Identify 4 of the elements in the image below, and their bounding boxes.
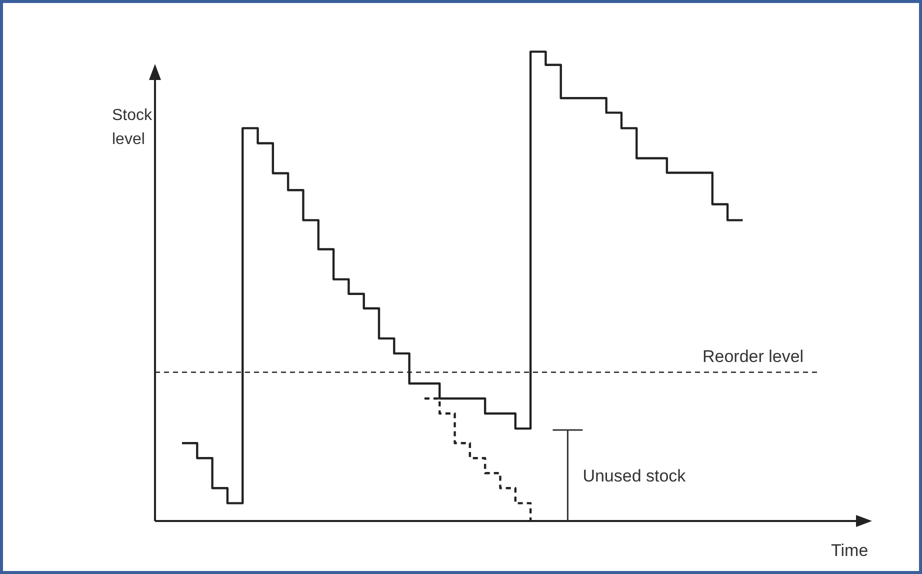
- x-axis-title: Time: [831, 541, 868, 560]
- annotation: Unused stock: [582, 466, 686, 486]
- y-axis-title: Stock level: [112, 107, 154, 148]
- ref-line-label: Reorder level: [702, 347, 804, 366]
